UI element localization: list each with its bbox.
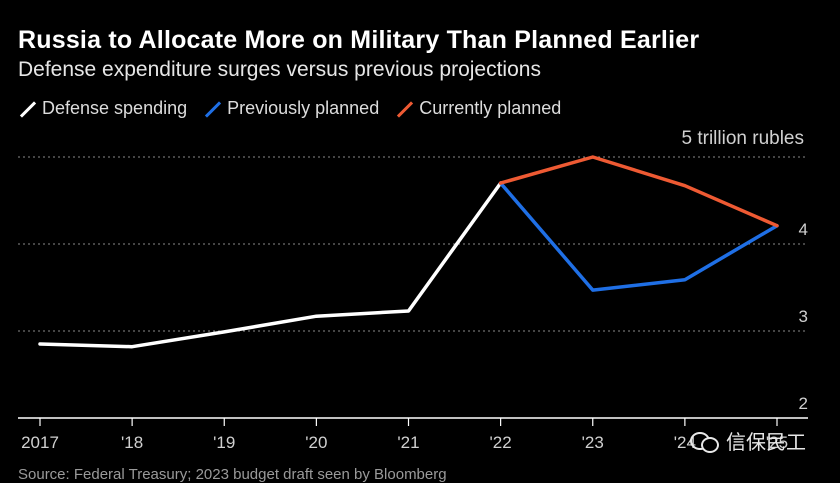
x-tick-label: '23 [582, 433, 604, 452]
legend-label: Previously planned [227, 98, 380, 118]
legend-item-currently-planned: Currently planned [395, 98, 561, 119]
x-tick-label: '21 [397, 433, 419, 452]
series-line-currently-planned [498, 155, 779, 228]
series-line-previously-planned [498, 181, 779, 292]
x-tick-label: '25 [766, 433, 788, 452]
x-tick-label: 2017 [21, 433, 59, 452]
y-tick-label: 2 [799, 394, 808, 413]
legend-item-previously-planned: Previously planned [203, 98, 379, 119]
legend-label: Currently planned [419, 98, 562, 118]
legend-item-defense-spending: Defense spending [18, 98, 187, 119]
x-tick-label: '22 [490, 433, 512, 452]
x-tick-label: '18 [121, 433, 143, 452]
series-line-defense-spending [38, 181, 503, 349]
watermark-text: 信保民工 [726, 432, 806, 454]
chart-subtitle: Defense expenditure surges versus previo… [18, 58, 541, 81]
y-tick-label: 4 [799, 220, 808, 239]
legend-label: Defense spending [42, 98, 188, 118]
y-unit-label: 5 trillion rubles [682, 128, 805, 149]
legend: Defense spending Previously planned Curr… [18, 98, 561, 119]
chart-title: Russia to Allocate More on Military Than… [18, 26, 700, 54]
x-tick-label: '19 [213, 433, 235, 452]
x-tick-label: '20 [305, 433, 327, 452]
y-tick-label: 3 [799, 307, 808, 326]
chat-bubbles-icon [690, 430, 720, 453]
source-note: Source: Federal Treasury; 2023 budget dr… [18, 466, 447, 483]
watermark: 信保民工 [690, 426, 806, 455]
